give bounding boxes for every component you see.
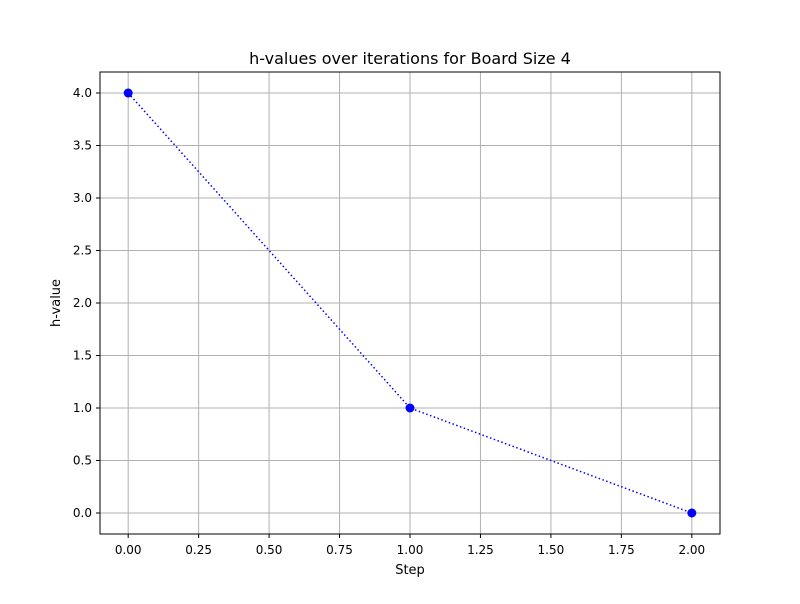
y-tick-label: 0.0 [73, 506, 92, 520]
data-point [123, 88, 133, 98]
series-line [127, 92, 693, 514]
axes: 0.00 0.25 0.50 0.75 1.00 1.25 1.50 1.75 2.00 0.0 0… [73, 86, 705, 557]
x-tick-label: 1.50 [538, 543, 565, 557]
y-tick-label: 0.5 [73, 454, 92, 468]
data-point [687, 508, 697, 518]
x-tick-label: 2.00 [678, 543, 705, 557]
y-axis-label: h-value [49, 279, 64, 327]
x-tick-label: 1.75 [608, 543, 635, 557]
x-axis-label: Step [395, 563, 425, 578]
chart-title: h-values over iterations for Board Size … [249, 49, 571, 68]
y-tick-label: 4.0 [73, 86, 92, 100]
x-tick-label: 0.75 [326, 543, 353, 557]
y-tick-label: 2.5 [73, 244, 92, 258]
y-tick-label: 1.0 [73, 401, 92, 415]
y-tick-label: 1.5 [73, 349, 92, 363]
grid-lines [100, 72, 720, 534]
x-tick-label: 0.25 [185, 543, 212, 557]
x-tick-label: 1.25 [467, 543, 494, 557]
y-tick-label: 2.0 [73, 296, 92, 310]
data-point [405, 403, 415, 413]
x-tick-label: 1.00 [397, 543, 424, 557]
y-tick-label: 3.5 [73, 139, 92, 153]
series-layer [123, 88, 697, 518]
y-tick-label: 3.0 [73, 191, 92, 205]
x-tick-label: 0.00 [115, 543, 142, 557]
x-tick-label: 0.50 [256, 543, 283, 557]
